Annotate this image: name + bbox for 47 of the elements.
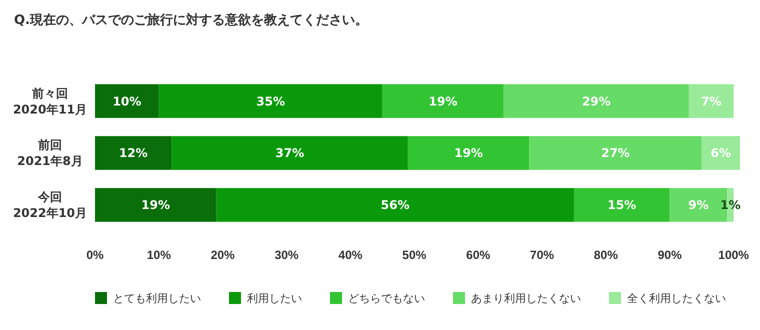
x-tick-label: 10% xyxy=(146,248,172,262)
data-label: 19% xyxy=(141,198,170,212)
bar xyxy=(95,84,159,118)
x-tick-label: 90% xyxy=(658,248,682,262)
data-label: 7% xyxy=(701,94,722,108)
x-tick-label: 30% xyxy=(274,248,299,262)
data-label: 10% xyxy=(112,94,142,108)
legend-label: 全く利用したくない xyxy=(627,292,726,305)
data-label: 6% xyxy=(710,146,732,160)
data-label: 37% xyxy=(275,146,304,160)
data-label: 9% xyxy=(688,198,709,212)
data-label: 19% xyxy=(428,94,458,108)
bar xyxy=(529,136,702,170)
legend-label: どちらでもない xyxy=(348,292,425,305)
bar xyxy=(382,84,504,118)
x-tick-label: 70% xyxy=(530,248,554,262)
data-label: 19% xyxy=(454,146,483,160)
x-tick-label: 0% xyxy=(86,248,104,262)
bar xyxy=(95,136,172,170)
data-label: 27% xyxy=(601,146,630,160)
y-tick-label: 前回 2021年8月 xyxy=(17,138,83,168)
bar xyxy=(688,84,734,118)
bar xyxy=(504,84,689,118)
x-tick-label: 20% xyxy=(210,248,236,262)
data-label: 35% xyxy=(256,94,285,108)
data-label: 15% xyxy=(607,198,636,212)
data-label: 56% xyxy=(380,198,410,212)
bar xyxy=(158,84,382,118)
x-tick-label: 60% xyxy=(466,248,490,262)
bar xyxy=(408,136,530,170)
y-tick-label: 前々回 2020年11月 xyxy=(12,86,88,116)
x-tick-label: 50% xyxy=(402,248,427,262)
x-tick-label: 100% xyxy=(718,248,750,262)
bar xyxy=(216,188,574,222)
bar xyxy=(172,136,408,170)
legend-label: とても利用したい xyxy=(113,292,201,305)
data-label: 12% xyxy=(118,146,148,160)
legend-label: 利用したい xyxy=(247,292,302,305)
bar xyxy=(574,188,670,222)
legend-label: あまり利用したくない xyxy=(471,292,581,305)
bar xyxy=(95,188,216,222)
data-label: 29% xyxy=(582,94,611,108)
x-tick-label: 40% xyxy=(338,248,363,262)
x-tick-label: 80% xyxy=(594,248,618,262)
y-tick-label: 今回 2022年10月 xyxy=(12,190,88,220)
bar xyxy=(702,136,740,170)
chart-title: Q.現在の、バスでのご旅行に対する意欲を教えてください。 xyxy=(14,12,368,28)
